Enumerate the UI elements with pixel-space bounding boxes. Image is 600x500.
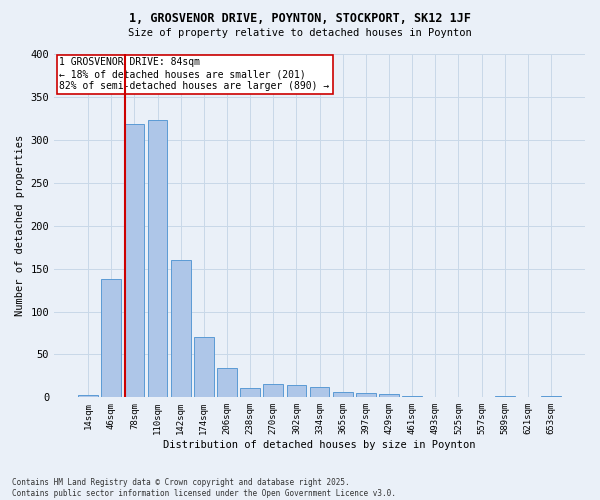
X-axis label: Distribution of detached houses by size in Poynton: Distribution of detached houses by size …: [163, 440, 476, 450]
Bar: [356, 393, 376, 398]
Bar: [101, 279, 121, 398]
Text: 1, GROSVENOR DRIVE, POYNTON, STOCKPORT, SK12 1JF: 1, GROSVENOR DRIVE, POYNTON, STOCKPORT, …: [129, 12, 471, 26]
Bar: [287, 386, 306, 398]
Bar: [541, 396, 561, 398]
Text: Contains HM Land Registry data © Crown copyright and database right 2025.
Contai: Contains HM Land Registry data © Crown c…: [12, 478, 396, 498]
Bar: [171, 260, 191, 398]
Bar: [125, 124, 144, 398]
Bar: [78, 395, 98, 398]
Y-axis label: Number of detached properties: Number of detached properties: [15, 135, 25, 316]
Bar: [310, 387, 329, 398]
Bar: [217, 368, 237, 398]
Bar: [333, 392, 353, 398]
Bar: [263, 384, 283, 398]
Bar: [403, 396, 422, 398]
Text: Size of property relative to detached houses in Poynton: Size of property relative to detached ho…: [128, 28, 472, 38]
Text: 1 GROSVENOR DRIVE: 84sqm
← 18% of detached houses are smaller (201)
82% of semi-: 1 GROSVENOR DRIVE: 84sqm ← 18% of detach…: [59, 58, 330, 90]
Bar: [241, 388, 260, 398]
Bar: [495, 396, 515, 398]
Bar: [148, 120, 167, 398]
Bar: [194, 337, 214, 398]
Bar: [379, 394, 399, 398]
